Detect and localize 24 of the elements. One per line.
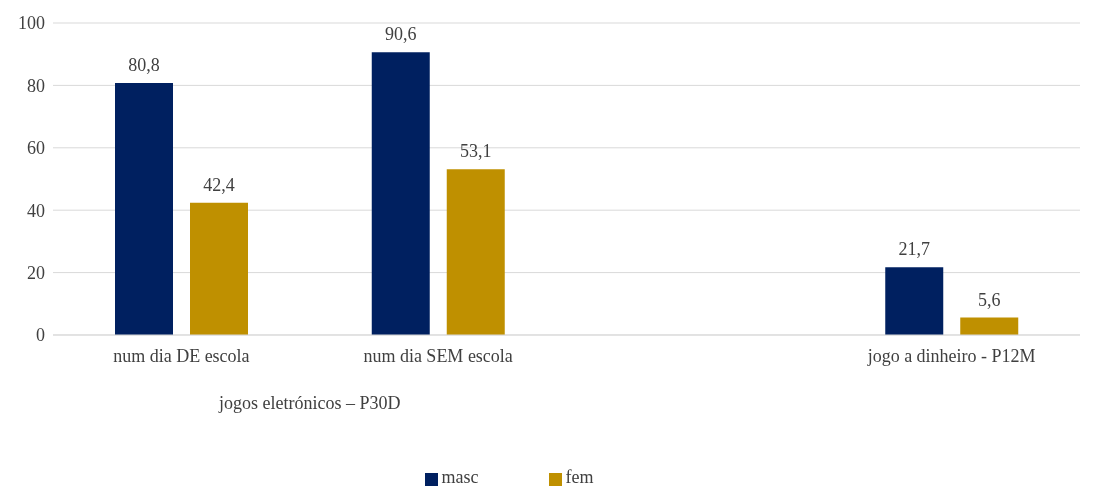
data-label: 90,6 bbox=[385, 24, 417, 45]
x-tick-label: jogo a dinheiro - P12M bbox=[866, 345, 1036, 366]
data-label: 5,6 bbox=[978, 289, 1001, 310]
data-label: 80,8 bbox=[128, 54, 160, 75]
y-tick-label: 0 bbox=[36, 325, 45, 346]
y-tick-label: 80 bbox=[27, 75, 45, 96]
bar bbox=[115, 82, 173, 335]
data-label: 42,4 bbox=[203, 174, 235, 195]
bar bbox=[960, 317, 1019, 335]
bar bbox=[446, 169, 505, 335]
x-tick-label: num dia DE escola bbox=[113, 345, 250, 366]
y-tick-label: 60 bbox=[27, 138, 45, 159]
bar bbox=[190, 202, 248, 335]
data-label: 53,1 bbox=[460, 141, 492, 162]
bar bbox=[885, 267, 944, 335]
y-tick-label: 40 bbox=[27, 200, 45, 221]
y-tick-label: 100 bbox=[18, 13, 45, 34]
data-label: 21,7 bbox=[898, 239, 930, 260]
text: jogos eletrónicos – P30D bbox=[217, 393, 402, 414]
bar bbox=[371, 52, 430, 335]
y-tick-label: 20 bbox=[27, 262, 45, 283]
x-tick-label: num dia SEM escola bbox=[363, 345, 513, 366]
legend-label: fem bbox=[565, 467, 594, 487]
legend-label: masc bbox=[441, 467, 479, 487]
